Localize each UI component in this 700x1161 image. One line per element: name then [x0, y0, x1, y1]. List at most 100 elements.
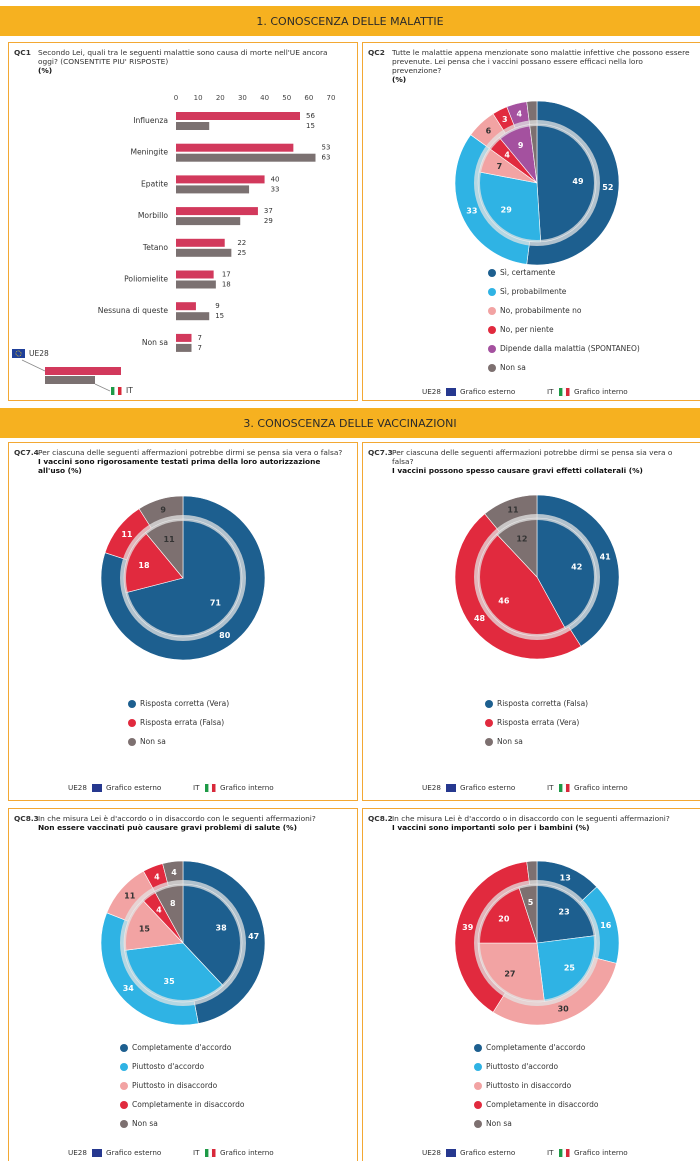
value-label: 29	[501, 206, 513, 215]
section-title: 3. CONOSCENZA DELLE VACCINAZIONI	[243, 417, 456, 430]
legend-label: Non sa	[486, 1119, 512, 1128]
value-label: 9	[160, 505, 166, 514]
value-label: 20	[498, 914, 510, 923]
value-label: 35	[164, 977, 176, 986]
it-flag	[559, 388, 563, 396]
legend-marker	[488, 288, 496, 296]
panel	[8, 42, 358, 401]
question-header: QC8.3 In che misura Lei è d'accordo o in …	[14, 814, 349, 832]
footer-text: Grafico interno	[220, 783, 274, 792]
question-header: QC7.4 Per ciascuna delle seguenti afferma…	[14, 448, 349, 475]
bar	[176, 280, 216, 289]
footer-text: Grafico esterno	[460, 1148, 515, 1157]
value-label: 42	[571, 562, 582, 571]
value-label: 11	[121, 530, 133, 539]
value-label: 13	[560, 873, 571, 882]
value-label: 9	[518, 141, 524, 150]
bar	[176, 143, 294, 152]
value-label: 30	[558, 1005, 570, 1014]
value-label: 52	[602, 183, 613, 192]
legend-label: Risposta errata (Vera)	[497, 718, 579, 727]
legend-label: Non sa	[497, 737, 523, 746]
question-text: Tutte le malattie appena menzionate sono…	[392, 48, 690, 75]
value-label: 63	[322, 154, 331, 162]
ring-divider	[120, 515, 246, 641]
value-label: 25	[564, 964, 576, 973]
panel	[362, 808, 700, 1161]
footer-series: UE28	[422, 1148, 441, 1157]
x-tick-label: 10	[194, 94, 203, 102]
question-header: QC8.2 In che misura Lei è d'accordo o in …	[368, 814, 693, 832]
value-label: 16	[600, 921, 612, 930]
footer-text: Grafico interno	[574, 1148, 628, 1157]
value-label: 12	[516, 534, 527, 543]
question-text: Secondo Lei, quali tra le seguenti malat…	[38, 48, 328, 66]
bar	[176, 343, 192, 352]
unit-label: (%)	[38, 66, 53, 75]
value-label: 46	[498, 597, 510, 606]
question-code: QC7.4	[14, 448, 39, 457]
legend-label: UE28	[29, 349, 49, 358]
footer-swatch	[92, 1149, 102, 1157]
legend-label: Risposta corretta (Falsa)	[497, 699, 588, 708]
value-label: 4	[504, 150, 510, 159]
legend-label: Non sa	[500, 363, 526, 372]
panel	[8, 808, 358, 1161]
question-code: QC1	[14, 48, 31, 57]
legend-label: IT	[126, 386, 133, 395]
section-header	[0, 6, 700, 36]
legend-marker	[488, 307, 496, 315]
value-label: 39	[462, 923, 474, 932]
legend-label: Non sa	[132, 1119, 158, 1128]
value-label: 71	[210, 599, 222, 608]
value-label: 4	[156, 905, 162, 914]
it-flag	[208, 783, 213, 793]
value-label: 22	[237, 239, 246, 247]
legend-marker	[120, 1120, 128, 1128]
value-label: 6	[486, 127, 492, 136]
footer-swatch	[446, 784, 456, 792]
eu-flag	[12, 349, 25, 358]
value-label: 11	[164, 535, 176, 544]
legend-marker	[485, 738, 493, 746]
it-flag	[559, 784, 563, 792]
question-subtitle: Non essere vaccinati può causare gravi p…	[38, 823, 297, 832]
question-header: QC7.3 Per ciascuna delle seguenti afferma…	[368, 448, 693, 475]
footer-text: Grafico interno	[574, 387, 628, 396]
question-body: Tutte le malattie appena menzionate sono…	[392, 48, 693, 84]
value-label: 80	[219, 631, 231, 640]
panel	[362, 442, 700, 801]
footer-text: Grafico esterno	[460, 387, 515, 396]
legend-marker	[474, 1063, 482, 1071]
ring-divider	[474, 514, 600, 640]
question-body: Secondo Lei, quali tra le seguenti malat…	[38, 48, 349, 75]
legend-label: Piuttosto d'accordo	[486, 1062, 558, 1071]
legend-marker	[488, 364, 496, 372]
category-label: Epatite	[141, 179, 168, 188]
bar	[176, 312, 210, 321]
panel	[362, 42, 700, 401]
bar	[176, 333, 192, 342]
bar	[176, 175, 265, 184]
value-label: 38	[216, 923, 228, 932]
legend-label: Completamente d'accordo	[132, 1043, 232, 1052]
footer-series: UE28	[68, 783, 87, 792]
panel-borders	[8, 42, 700, 1161]
legend-marker	[128, 700, 136, 708]
it-flag	[562, 783, 567, 793]
eu-flag-stars	[15, 350, 22, 357]
question-header: QC2 Tutte le malattie appena menzionate s…	[368, 48, 693, 84]
legend-label: Piuttosto in disaccordo	[486, 1081, 572, 1090]
value-label: 56	[306, 112, 315, 120]
category-label: Nessuna di queste	[98, 306, 169, 315]
legend-label: Sì, probabilmente	[500, 287, 567, 296]
legend-label: No, probabilmente no	[500, 306, 582, 315]
value-label: 33	[466, 207, 477, 216]
legend-marker	[485, 719, 493, 727]
question-subtitle: I vaccini possono spesso causare gravi e…	[392, 466, 643, 475]
category-label: Tetano	[142, 243, 168, 252]
ring-divider	[474, 880, 600, 1006]
question-body: Per ciascuna delle seguenti affermazioni…	[38, 448, 349, 475]
